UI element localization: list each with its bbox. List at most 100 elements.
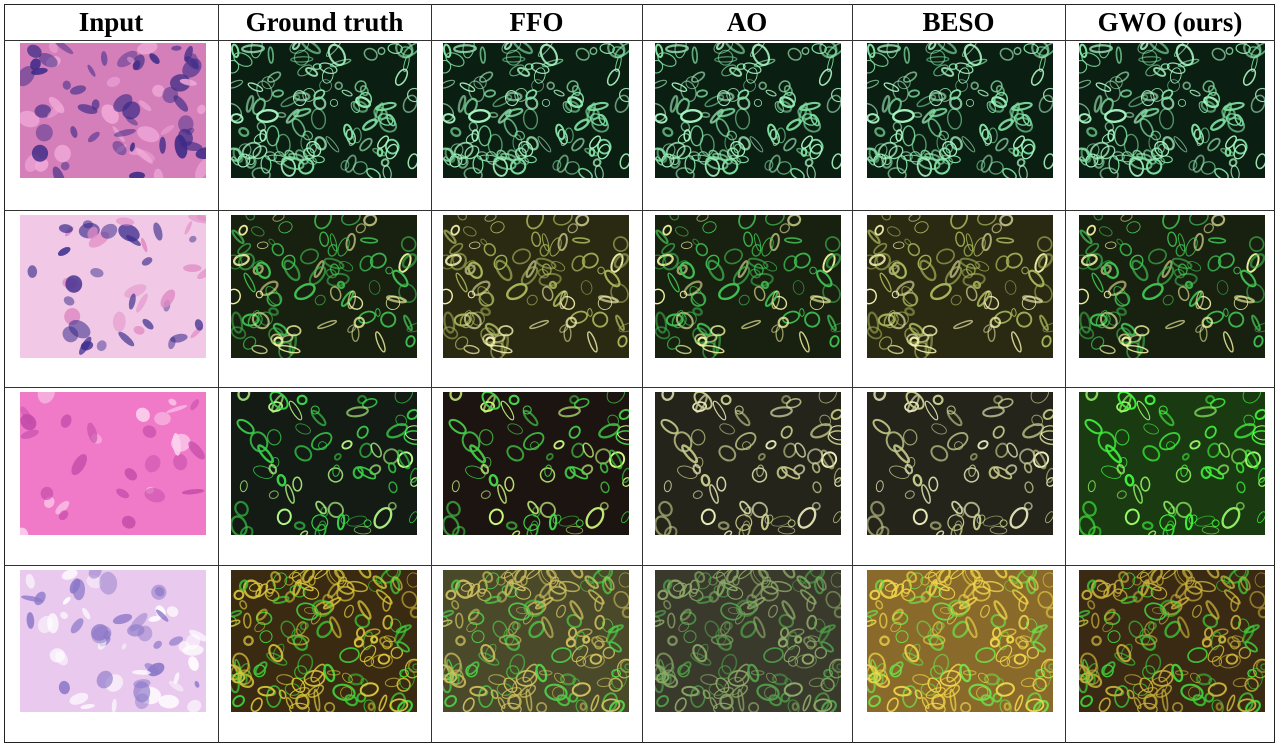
texture-mark bbox=[257, 685, 276, 697]
texture-mark bbox=[1257, 606, 1265, 619]
texture-mark bbox=[232, 672, 246, 684]
texture-mark bbox=[942, 140, 958, 157]
texture-mark bbox=[450, 224, 460, 236]
texture-mark bbox=[484, 572, 500, 590]
texture-mark bbox=[799, 589, 817, 605]
texture-mark bbox=[1144, 394, 1156, 406]
texture-mark bbox=[300, 43, 322, 55]
texture-mark bbox=[1151, 669, 1174, 687]
texture-mark bbox=[1147, 621, 1157, 631]
texture-mark bbox=[1208, 237, 1227, 244]
texture-mark bbox=[887, 311, 906, 330]
texture-mark bbox=[38, 615, 53, 634]
texture-mark bbox=[1124, 508, 1140, 526]
texture-mark bbox=[901, 285, 917, 306]
texture-mark bbox=[661, 669, 676, 686]
texture-mark bbox=[231, 79, 244, 89]
texture-mark bbox=[947, 611, 958, 625]
texture-mark bbox=[765, 89, 777, 97]
texture-mark bbox=[91, 625, 112, 644]
texture-mark bbox=[1090, 336, 1105, 350]
texture-mark bbox=[54, 144, 71, 163]
texture-mark bbox=[58, 224, 73, 234]
texture-mark bbox=[1082, 500, 1097, 517]
texture-mark bbox=[140, 237, 148, 253]
texture-mark bbox=[743, 79, 756, 92]
texture-mark bbox=[400, 236, 417, 253]
texture-mark bbox=[113, 128, 136, 137]
texture-mark bbox=[100, 223, 118, 239]
texture-mark bbox=[553, 89, 565, 97]
texture-mark bbox=[385, 266, 393, 275]
texture-mark bbox=[62, 80, 71, 90]
texture-mark bbox=[1039, 430, 1053, 446]
texture-mark bbox=[132, 669, 151, 675]
texture-mark bbox=[387, 501, 397, 511]
texture-mark bbox=[260, 155, 272, 174]
input-histology-image bbox=[20, 215, 206, 358]
texture-mark bbox=[919, 259, 937, 282]
texture-mark bbox=[676, 260, 689, 271]
texture-mark bbox=[1160, 63, 1170, 70]
texture-mark bbox=[1161, 688, 1169, 712]
texture-mark bbox=[751, 243, 762, 257]
texture-mark bbox=[778, 80, 791, 93]
texture-mark bbox=[1042, 572, 1053, 588]
texture-mark bbox=[259, 280, 279, 297]
texture-mark bbox=[804, 158, 814, 167]
texture-mark bbox=[1089, 141, 1110, 160]
texture-mark bbox=[69, 578, 81, 594]
texture-mark bbox=[867, 254, 879, 270]
texture-mark bbox=[591, 117, 610, 133]
texture-mark bbox=[749, 136, 764, 153]
texture-mark bbox=[1209, 398, 1226, 409]
texture-mark bbox=[1162, 215, 1181, 230]
texture-mark bbox=[1079, 113, 1092, 124]
texture-mark bbox=[231, 609, 243, 618]
texture-mark bbox=[983, 673, 1001, 686]
texture-mark bbox=[1145, 64, 1161, 77]
texture-mark bbox=[369, 464, 382, 476]
texture-mark bbox=[465, 133, 478, 144]
texture-mark bbox=[482, 333, 496, 346]
texture-mark bbox=[834, 477, 841, 487]
texture-mark bbox=[867, 79, 880, 89]
texture-mark bbox=[1253, 335, 1264, 348]
texture-mark bbox=[892, 121, 903, 132]
texture-mark bbox=[87, 422, 98, 443]
texture-mark bbox=[873, 392, 887, 401]
texture-mark bbox=[290, 56, 314, 63]
texture-mark bbox=[996, 678, 1005, 687]
texture-mark bbox=[379, 636, 393, 649]
texture-mark bbox=[173, 672, 180, 684]
texture-mark bbox=[250, 43, 263, 59]
texture-mark bbox=[1107, 280, 1127, 297]
texture-mark bbox=[443, 254, 455, 270]
texture-mark bbox=[1037, 590, 1053, 609]
texture-mark bbox=[1098, 697, 1111, 712]
texture-mark bbox=[385, 143, 399, 160]
texture-mark bbox=[1018, 595, 1028, 612]
texture-mark bbox=[601, 698, 621, 712]
texture-mark bbox=[916, 94, 937, 108]
texture-mark bbox=[782, 310, 800, 324]
texture-mark bbox=[908, 572, 924, 590]
texture-mark bbox=[683, 280, 703, 297]
texture-mark bbox=[187, 699, 202, 712]
texture-mark bbox=[524, 155, 537, 164]
texture-mark bbox=[339, 647, 360, 664]
texture-mark bbox=[611, 667, 627, 690]
texture-mark bbox=[529, 319, 550, 330]
texture-mark bbox=[1200, 100, 1217, 113]
texture-mark bbox=[1143, 423, 1159, 435]
texture-mark bbox=[867, 609, 879, 618]
texture-mark bbox=[806, 595, 816, 612]
texture-mark bbox=[582, 442, 594, 458]
texture-mark bbox=[1030, 392, 1050, 404]
texture-mark bbox=[1099, 226, 1113, 237]
texture-mark bbox=[1162, 136, 1175, 151]
texture-mark bbox=[286, 325, 302, 337]
input-histology-image bbox=[20, 392, 206, 535]
texture-mark bbox=[787, 215, 802, 227]
texture-mark bbox=[896, 155, 908, 174]
